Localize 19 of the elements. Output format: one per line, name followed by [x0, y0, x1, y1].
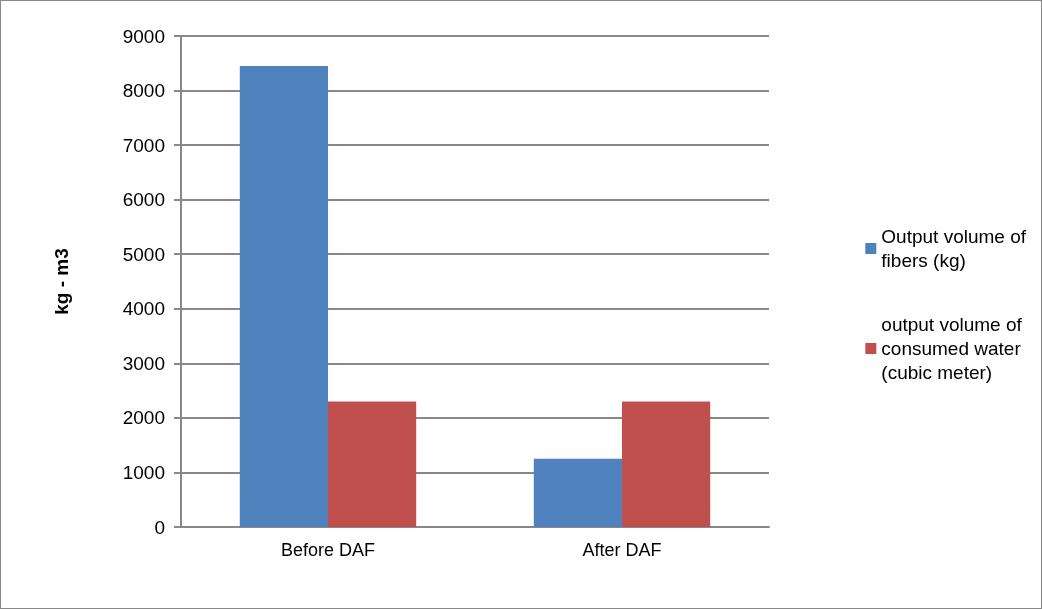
y-tick-label: 6000 [122, 189, 165, 211]
legend-label: output volume of consumed water (cubic meter) [881, 314, 1023, 383]
y-tick-label: 7000 [122, 134, 165, 156]
bar [622, 401, 711, 527]
x-tick-label: Before DAF [280, 540, 376, 560]
y-tick-label: 3000 [122, 352, 165, 374]
bar [328, 401, 417, 527]
y-tick-label: 9000 [122, 25, 165, 47]
bar [533, 458, 622, 527]
y-tick-label: 0 [154, 516, 165, 538]
legend-label: Output volume of fibers (kg) [881, 226, 1027, 271]
y-tick-label: 5000 [122, 243, 165, 265]
y-tick-label: 1000 [122, 461, 165, 483]
bar [239, 66, 328, 527]
x-tick-label: After DAF [582, 540, 662, 560]
y-tick-label: 4000 [122, 298, 165, 320]
y-tick-label: 8000 [122, 80, 165, 102]
y-tick-label: 2000 [122, 407, 165, 429]
y-axis-title: kg - m3 [51, 248, 72, 315]
